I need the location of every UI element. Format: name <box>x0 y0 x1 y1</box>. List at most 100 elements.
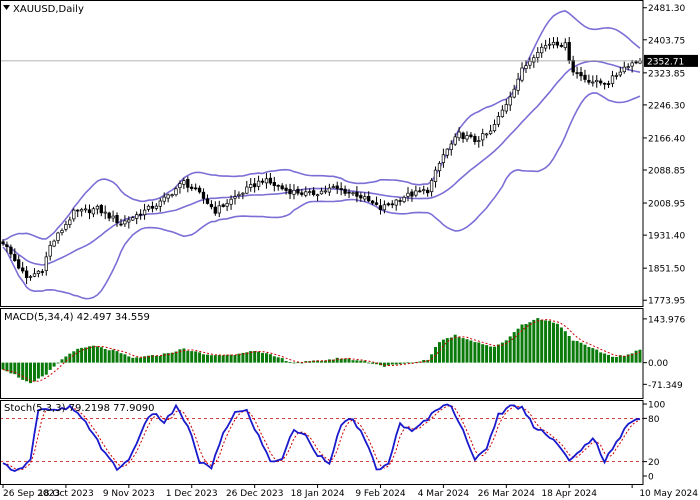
candle-body <box>115 215 119 224</box>
price-header[interactable]: XAUUSD,Daily <box>3 4 84 15</box>
macd-bar <box>622 356 626 363</box>
candle-body <box>492 124 497 132</box>
candle-body <box>245 186 249 194</box>
symbol-label: XAUUSD,Daily <box>13 4 84 15</box>
price-candle <box>543 39 548 52</box>
candle-body <box>268 177 273 184</box>
macd-y-tick-label: 0.00 <box>648 359 668 369</box>
candle-body <box>296 188 300 194</box>
price-candle <box>583 69 587 83</box>
candle-body <box>150 205 155 209</box>
price-candle <box>91 206 96 218</box>
macd-bar <box>457 337 461 363</box>
candle-body <box>87 209 92 214</box>
macd-label: MACD(5,34,4) 42.497 34.559 <box>4 312 150 323</box>
stoch-y-tick-label: 0 <box>648 473 654 483</box>
macd-bar <box>394 362 398 365</box>
macd-bar <box>367 362 371 364</box>
macd-bar <box>64 356 68 363</box>
price-candle <box>32 268 37 278</box>
macd-bar <box>233 355 237 363</box>
macd-bar <box>261 352 264 363</box>
macd-bar <box>84 347 88 363</box>
macd-bar <box>241 352 245 363</box>
candle-body <box>186 179 190 188</box>
candle-body <box>60 230 64 233</box>
price-candle <box>315 193 320 202</box>
price-candle <box>154 203 159 211</box>
macd-panel <box>1 318 642 384</box>
macd-bar <box>532 319 536 363</box>
candle-body <box>520 67 524 81</box>
candle-body <box>587 79 591 83</box>
macd-bar <box>426 360 430 363</box>
macd-bar <box>44 362 48 375</box>
triangle-down-icon[interactable] <box>3 5 10 10</box>
macd-bar <box>331 359 335 363</box>
macd-bar <box>552 322 555 363</box>
candle-body <box>555 41 560 46</box>
macd-bar <box>162 353 166 363</box>
macd-bar <box>198 352 202 363</box>
candle-body <box>410 191 414 197</box>
candle-body <box>17 259 21 269</box>
candle-body <box>386 203 390 206</box>
price-candle <box>256 175 261 191</box>
price-candle <box>40 269 44 276</box>
macd-bar <box>630 353 634 363</box>
macd-bar <box>528 322 532 363</box>
macd-bar <box>520 324 524 363</box>
stoch-signal-line <box>2 404 641 471</box>
price-candle <box>127 216 131 229</box>
price-candle <box>300 188 304 197</box>
candle-body <box>465 135 469 140</box>
price-candle <box>567 36 571 64</box>
macd-bar <box>481 344 485 363</box>
macd-bar <box>371 362 375 364</box>
macd-bar <box>72 351 76 363</box>
price-y-tick-label: 2166.40 <box>648 134 685 144</box>
candle-body <box>524 65 528 69</box>
price-candle <box>484 132 489 139</box>
stoch-y-tick-label: 100 <box>648 401 665 411</box>
macd-bar <box>170 352 174 363</box>
macd-bar <box>579 342 583 363</box>
price-candle <box>406 187 410 202</box>
price-candle <box>36 270 41 278</box>
candle-body <box>378 205 383 210</box>
macd-bar <box>563 331 567 363</box>
price-candle <box>190 183 194 191</box>
price-candle <box>323 185 328 195</box>
price-candle <box>276 184 280 191</box>
macd-bar <box>571 340 575 363</box>
candle-body <box>563 42 567 48</box>
price-y-tick-label: 1851.50 <box>648 265 685 275</box>
macd-bar <box>13 362 17 375</box>
price-candle <box>142 203 147 220</box>
price-candle <box>131 215 135 222</box>
candle-body <box>583 74 587 80</box>
candle-body <box>91 208 96 215</box>
candle-body <box>422 189 426 192</box>
macd-bar <box>154 355 158 363</box>
macd-bar <box>485 345 489 363</box>
macd-bar <box>587 347 591 363</box>
macd-bar <box>335 357 339 363</box>
macd-bar <box>36 362 40 379</box>
macd-bar <box>265 353 268 363</box>
price-y-tick-label: 2481.30 <box>648 4 685 14</box>
macd-signal-line <box>2 319 641 382</box>
macd-bar <box>355 360 359 363</box>
price-candle <box>418 187 422 193</box>
macd-bar <box>591 348 595 363</box>
macd-bar <box>524 324 528 363</box>
candle-body <box>308 191 312 193</box>
price-candle <box>426 187 430 197</box>
price-candle <box>111 210 115 222</box>
x-tick-label: 26 Dec 2023 <box>226 489 284 499</box>
candle-body <box>610 75 615 84</box>
candle-body <box>540 46 544 54</box>
candle-body <box>76 209 80 212</box>
price-candle <box>622 61 626 74</box>
candle-body <box>606 83 611 85</box>
